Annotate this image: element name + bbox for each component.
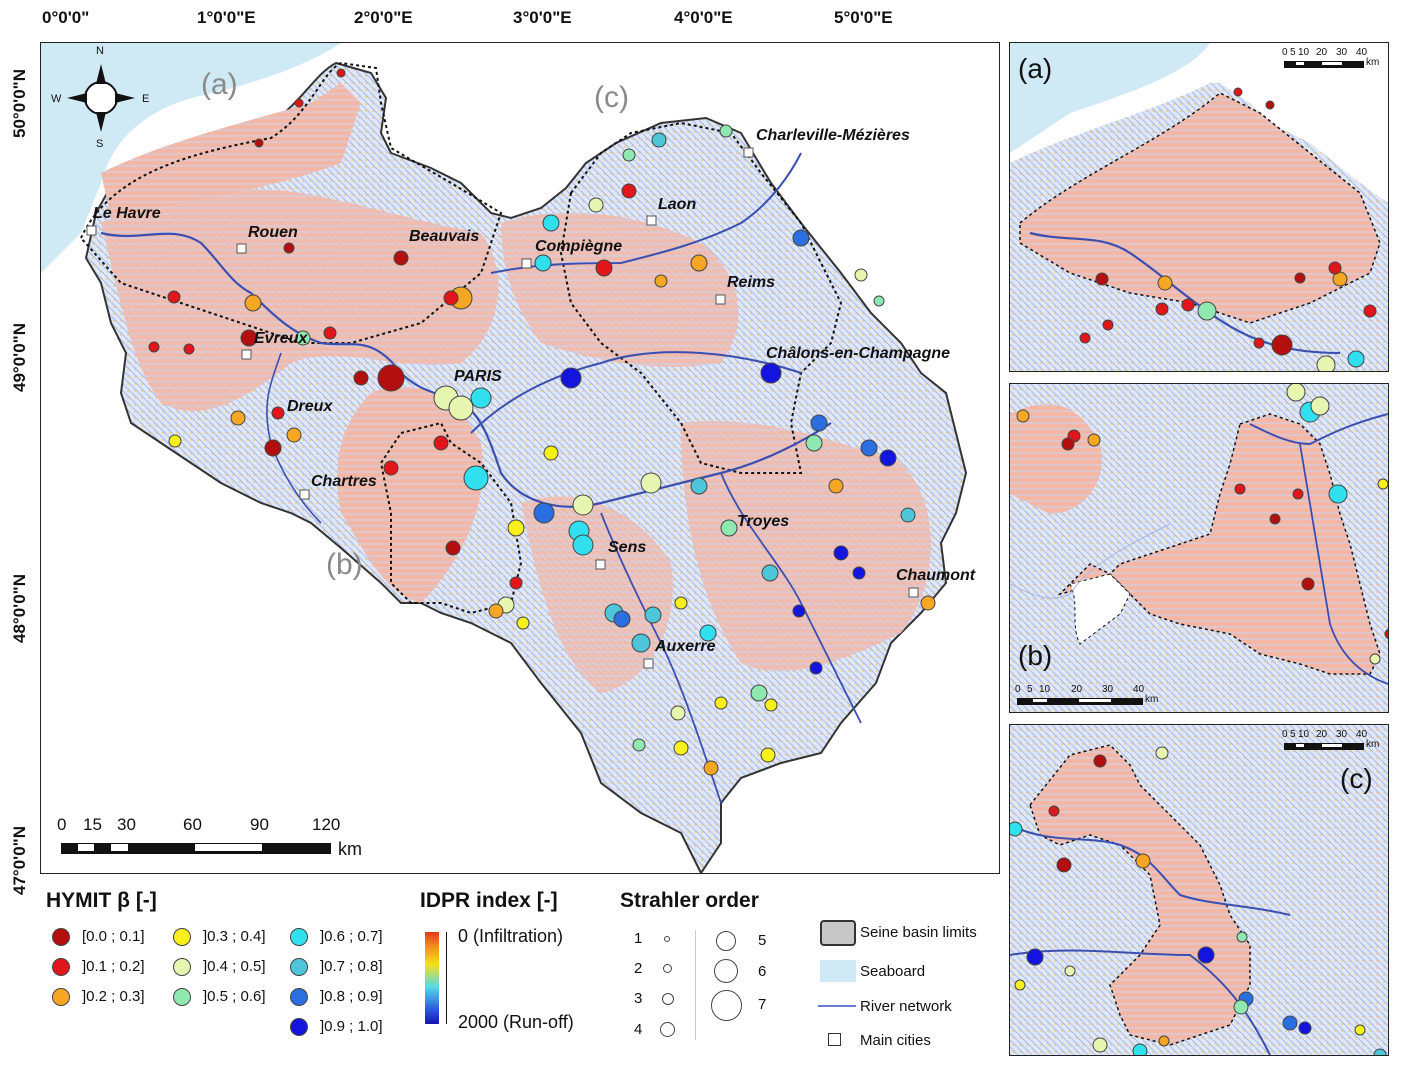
hymit-class-label: ]0.8 ; 0.9] xyxy=(320,988,383,1005)
lon-label: 1°0'0"E xyxy=(197,8,256,27)
idpr-colorbar xyxy=(425,932,439,1024)
inset-b[interactable]: (b) 0 5 10 20 30 40 km xyxy=(1009,383,1389,713)
city-markers xyxy=(86,147,919,669)
main-cities-label: Main cities xyxy=(860,1032,931,1049)
inset-a-scale: 0 5 10 20 30 40 km xyxy=(1282,47,1380,68)
oise-river xyxy=(490,152,802,274)
lat-label: 49°0'0"N xyxy=(10,323,29,392)
hymit-class-label: [0.0 ; 0.1] xyxy=(82,928,145,945)
city-label: Laon xyxy=(658,196,697,213)
strahler-symbol xyxy=(664,936,670,942)
city-label: Le Havre xyxy=(93,205,161,222)
inset-c[interactable]: (c) 0 5 10 20 30 40 km xyxy=(1009,724,1389,1056)
city-label: Sens xyxy=(608,539,647,556)
inset-a-label: (a) xyxy=(1018,53,1053,84)
lat-label: 48°0'0"N xyxy=(10,574,29,643)
hymit-class-label: ]0.9 ; 1.0] xyxy=(320,1018,383,1035)
strahler-symbol xyxy=(660,1022,675,1037)
yonne-river xyxy=(600,512,722,804)
lat-label: 50°0'0"N xyxy=(10,69,29,138)
marne-river xyxy=(470,351,802,434)
inset-a[interactable]: (a) 0 5 10 20 30 40 km xyxy=(1009,42,1389,372)
zone-c-label: (c) xyxy=(594,81,629,114)
hymit-swatch xyxy=(52,928,70,946)
hymit-swatch xyxy=(290,958,308,976)
city-label: Auxerre xyxy=(655,638,716,655)
legend: HYMIT β [-] [0.0 ; 0.1] ]0.1 ; 0.2] ]0.2… xyxy=(46,889,977,1049)
hymit-class-label: ]0.4 ; 0.5] xyxy=(203,958,266,975)
hymit-class-label: ]0.3 ; 0.4] xyxy=(203,928,266,945)
hymit-class-label: ]0.7 ; 0.8] xyxy=(320,958,383,975)
scale-bar: 0 15 30 60 90 120 km xyxy=(57,815,362,859)
main-map-canvas xyxy=(41,43,968,873)
city-label: Compiègne xyxy=(535,238,623,255)
strahler-symbol xyxy=(714,959,738,983)
lon-label: 0°0'0" xyxy=(42,8,90,27)
city-label: Troyes xyxy=(737,513,790,530)
city-label: Châlons-en-Champagne xyxy=(766,345,951,362)
hymit-swatch xyxy=(290,988,308,1006)
strahler-legend-title: Strahler order xyxy=(620,889,759,912)
hymit-swatch xyxy=(52,958,70,976)
city-label: Reims xyxy=(727,274,776,291)
hymit-class-label: ]0.2 ; 0.3] xyxy=(82,988,145,1005)
hymit-swatch xyxy=(173,988,191,1006)
hymit-swatch xyxy=(290,1018,308,1036)
zone-b-label: (b) xyxy=(326,548,363,581)
inset-c-label: (c) xyxy=(1340,763,1373,794)
seaboard-label: Seaboard xyxy=(860,963,926,980)
basin-limits-label: Seine basin limits xyxy=(860,924,977,941)
station-points xyxy=(148,68,936,776)
main-map[interactable]: N S E W (a) (b) (c) Le Havre Rouen Beauv… xyxy=(40,42,1000,874)
lon-label: 4°0'0"E xyxy=(674,8,733,27)
hymit-swatch xyxy=(290,928,308,946)
strahler-symbol xyxy=(663,964,672,973)
main-cities-swatch xyxy=(828,1033,841,1046)
hymit-class-label: ]0.6 ; 0.7] xyxy=(320,928,383,945)
city-label: Rouen xyxy=(248,224,298,241)
idpr-legend-title: IDPR index [-] xyxy=(420,889,558,912)
compass-w-label: W xyxy=(51,93,62,105)
compass-s-label: S xyxy=(96,138,104,150)
compass-n-label: N xyxy=(96,45,104,57)
city-label: Evreux xyxy=(254,330,308,347)
hymit-swatch xyxy=(173,928,191,946)
river-network-swatch xyxy=(818,1005,856,1007)
zone-a-label: (a) xyxy=(201,68,238,101)
inset-b-label: (b) xyxy=(1018,640,1053,671)
hymit-class-label: ]0.1 ; 0.2] xyxy=(82,958,145,975)
lon-label: 3°0'0"E xyxy=(513,8,572,27)
idpr-bottom-label: 2000 (Run-off) xyxy=(458,1012,574,1032)
strahler-symbol xyxy=(662,993,674,1005)
hymit-class-label: ]0.5 ; 0.6] xyxy=(203,988,266,1005)
inset-c-scale: 0 5 10 20 30 40 km xyxy=(1282,729,1380,750)
hymit-swatch xyxy=(173,958,191,976)
lon-label: 2°0'0"E xyxy=(354,8,413,27)
river-network-label: River network xyxy=(860,998,952,1015)
inset-b-scale: 0 5 10 20 30 40 km xyxy=(1015,684,1159,705)
zone-a-outline xyxy=(79,61,503,344)
city-label: PARIS xyxy=(454,368,502,385)
seaboard-swatch xyxy=(820,960,856,982)
strahler-symbol xyxy=(711,990,742,1021)
scale-unit: km xyxy=(338,839,362,859)
compass-e-label: E xyxy=(142,93,150,105)
city-label: Charleville-Mézières xyxy=(756,127,910,144)
aube-river xyxy=(720,472,862,724)
idpr-top-label: 0 (Infiltration) xyxy=(458,926,564,946)
strahler-symbol xyxy=(716,931,736,951)
city-label: Chartres xyxy=(311,473,377,490)
lon-label: 5°0'0"E xyxy=(834,8,893,27)
hymit-legend-title: HYMIT β [-] xyxy=(46,889,157,912)
city-label: Beauvais xyxy=(409,228,480,245)
city-label: Chaumont xyxy=(896,567,976,584)
hymit-swatch xyxy=(52,988,70,1006)
city-label: Dreux xyxy=(287,398,333,415)
compass-rose-icon xyxy=(67,64,135,132)
basin-limits-swatch xyxy=(820,920,856,946)
